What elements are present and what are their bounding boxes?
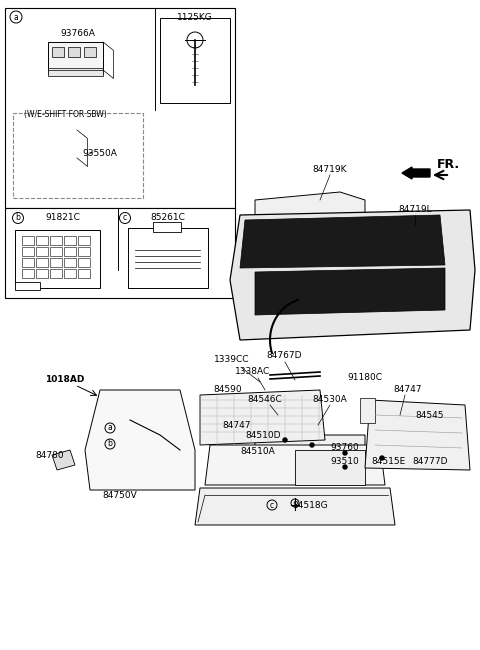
Text: 1125KG: 1125KG <box>177 12 213 21</box>
Text: 84719K: 84719K <box>313 166 347 174</box>
Bar <box>50 236 62 245</box>
Bar <box>22 236 34 245</box>
Text: 84780: 84780 <box>36 450 64 460</box>
Polygon shape <box>85 390 195 490</box>
Text: 91821C: 91821C <box>46 213 81 222</box>
Bar <box>50 269 62 278</box>
Circle shape <box>283 438 287 442</box>
Bar <box>22 130 77 162</box>
Bar <box>64 247 76 256</box>
Text: 84545: 84545 <box>416 411 444 419</box>
Text: 84719L: 84719L <box>398 205 432 214</box>
Polygon shape <box>195 488 395 525</box>
Polygon shape <box>370 215 455 255</box>
Bar <box>5 8 235 208</box>
Bar <box>64 236 76 245</box>
Bar <box>48 68 103 76</box>
Bar <box>68 47 80 57</box>
Bar <box>128 228 208 288</box>
Circle shape <box>343 465 347 469</box>
Text: 84777D: 84777D <box>412 458 448 467</box>
Bar <box>160 18 230 103</box>
Bar <box>58 135 70 145</box>
Circle shape <box>310 443 314 447</box>
Bar <box>50 258 62 267</box>
Text: c: c <box>123 213 127 222</box>
Bar <box>15 230 100 288</box>
Bar <box>22 247 34 256</box>
Polygon shape <box>255 435 365 458</box>
Text: FR.: FR. <box>436 159 459 172</box>
Text: 1339CC: 1339CC <box>214 356 250 365</box>
Text: 84518G: 84518G <box>292 500 328 510</box>
Bar <box>22 158 77 166</box>
Bar <box>78 247 90 256</box>
Polygon shape <box>205 445 385 485</box>
Text: 93766A: 93766A <box>60 29 96 38</box>
Bar <box>22 269 34 278</box>
Bar <box>78 269 90 278</box>
Circle shape <box>343 451 347 455</box>
Polygon shape <box>255 268 445 315</box>
Bar <box>5 208 235 298</box>
Circle shape <box>380 456 384 460</box>
Text: 93760: 93760 <box>331 443 360 452</box>
Text: 84767D: 84767D <box>266 352 302 361</box>
Bar <box>26 135 38 145</box>
Text: 84750V: 84750V <box>103 491 137 499</box>
Polygon shape <box>365 400 470 470</box>
Text: b: b <box>108 439 112 448</box>
Bar <box>64 269 76 278</box>
Bar <box>295 450 365 485</box>
Bar <box>50 247 62 256</box>
Bar <box>22 258 34 267</box>
Text: 84530A: 84530A <box>312 395 348 404</box>
Bar <box>42 135 54 145</box>
Bar <box>36 269 48 278</box>
Bar <box>15 282 40 290</box>
Text: 84515E: 84515E <box>371 458 405 467</box>
Bar <box>78 258 90 267</box>
Polygon shape <box>230 210 475 340</box>
Polygon shape <box>52 450 75 470</box>
Bar <box>78 236 90 245</box>
Text: 1018AD: 1018AD <box>45 376 84 385</box>
Bar <box>52 47 64 57</box>
Text: 1338AC: 1338AC <box>235 367 271 376</box>
Text: 85261C: 85261C <box>151 213 185 222</box>
Text: a: a <box>108 424 112 432</box>
Text: 84546C: 84546C <box>248 395 282 404</box>
Text: 93550A: 93550A <box>83 148 118 157</box>
Text: (W/E-SHIFT FOR SBW): (W/E-SHIFT FOR SBW) <box>24 111 107 120</box>
Text: 91180C: 91180C <box>348 374 383 382</box>
Text: 84510A: 84510A <box>240 447 276 456</box>
Bar <box>64 258 76 267</box>
Polygon shape <box>255 192 365 215</box>
Text: 93510: 93510 <box>331 458 360 467</box>
Bar <box>153 222 181 232</box>
Text: 84510D: 84510D <box>245 430 281 439</box>
Polygon shape <box>240 215 445 268</box>
Text: a: a <box>13 12 18 21</box>
Text: c: c <box>270 500 274 510</box>
Text: 84747: 84747 <box>394 385 422 395</box>
Bar <box>360 398 375 423</box>
FancyArrow shape <box>402 167 430 179</box>
Bar <box>36 236 48 245</box>
Bar <box>36 247 48 256</box>
Polygon shape <box>200 390 325 445</box>
Text: 84747: 84747 <box>223 421 251 430</box>
Bar <box>36 258 48 267</box>
Bar <box>48 42 103 74</box>
Bar <box>84 47 96 57</box>
Text: b: b <box>15 213 21 222</box>
Bar <box>13 113 143 198</box>
Text: 84590: 84590 <box>214 385 242 395</box>
